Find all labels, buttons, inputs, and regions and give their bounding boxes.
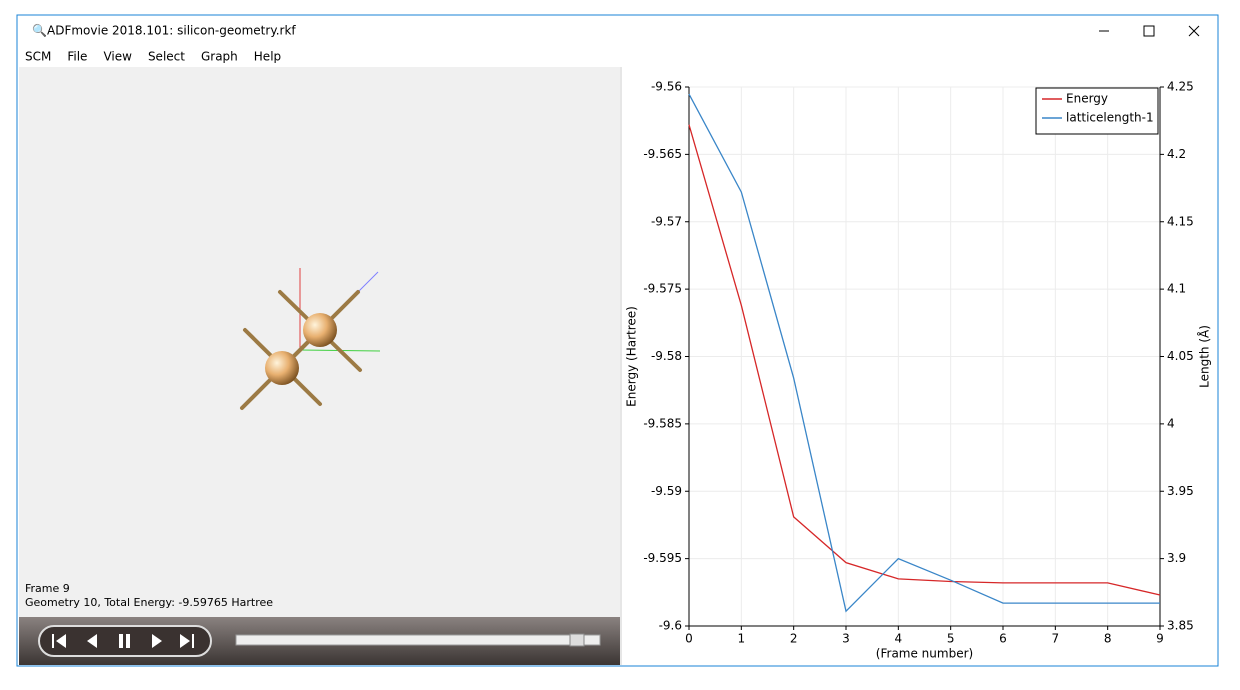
y-tick-label: -9.595 (643, 551, 682, 565)
molecule (240, 268, 381, 410)
frame-slider[interactable] (235, 634, 601, 646)
y2-tick-label: 3.95 (1167, 484, 1194, 498)
y-tick-label: -9.6 (659, 619, 682, 633)
x-tick-label: 9 (1156, 632, 1164, 646)
y-tick-label: -9.59 (651, 484, 682, 498)
y2-tick-label: 4.25 (1167, 80, 1194, 94)
series-line (688, 93, 1160, 613)
x-tick-label: 8 (1104, 632, 1112, 646)
y-tick-label: -9.575 (643, 282, 682, 296)
y2-tick-label: 3.9 (1167, 551, 1186, 565)
y-tick-label: -9.57 (651, 214, 682, 228)
y2-axis-label: Length (Å) (1197, 325, 1212, 388)
y2-tick-label: 4 (1167, 416, 1175, 430)
y-tick-label: -9.585 (643, 416, 682, 430)
x-tick-label: 5 (947, 632, 955, 646)
menu-bar: SCM File View Select Graph Help (25, 50, 281, 64)
menu-item[interactable]: Help (254, 50, 281, 64)
x-tick-label: 1 (738, 632, 746, 646)
y2-tick-label: 4.1 (1167, 282, 1186, 296)
legend-label: latticelength-1 (1066, 111, 1154, 125)
y2-tick-label: 4.2 (1167, 147, 1186, 161)
x-axis-label: (Frame number) (876, 647, 973, 661)
chart: 0 1 2 3 4 5 6 7 8 9 -9.6 -9.595 -9.59 -9.585 -9.58 -9.5… (625, 80, 1212, 661)
x-tick-label: 4 (895, 632, 903, 646)
maximize-button[interactable] (1143, 25, 1155, 37)
geometry-text: Geometry 10, Total Energy: -9.59765 Hart… (25, 596, 273, 609)
legend-label: Energy (1066, 92, 1108, 106)
x-tick-label: 6 (999, 632, 1007, 646)
menu-item[interactable]: File (67, 50, 87, 64)
y2-tick-label: 4.05 (1167, 349, 1194, 363)
x-tick-label: 7 (1052, 632, 1060, 646)
y-axis-label: Energy (Hartree) (625, 306, 639, 407)
slider-handle[interactable] (569, 633, 585, 647)
y2-tick-label: 4.15 (1167, 214, 1194, 228)
x-tick-label: 3 (842, 632, 850, 646)
series-line (688, 124, 1161, 596)
y2-tick-label: 3.85 (1167, 619, 1194, 633)
y-tick-label: -9.58 (651, 349, 682, 363)
y-tick-label: -9.56 (651, 80, 682, 94)
player-controls (38, 625, 212, 657)
pause-button[interactable] (119, 634, 130, 648)
x-tick-label: 0 (685, 632, 693, 646)
next-button[interactable] (152, 634, 162, 648)
menu-item[interactable]: Graph (201, 50, 238, 64)
previous-button[interactable] (87, 634, 97, 648)
window-title: ADFmovie 2018.101: silicon-geometry.rkf (47, 24, 296, 38)
first-frame-button[interactable] (52, 634, 66, 648)
menu-item[interactable]: SCM (25, 50, 51, 64)
last-frame-button[interactable] (180, 634, 194, 648)
legend-box (1035, 87, 1159, 135)
y-tick-label: -9.565 (643, 147, 682, 161)
menu-item[interactable]: Select (148, 50, 185, 64)
legend: Energy latticelength-1 (1035, 87, 1159, 135)
frame-text: Frame 9 (25, 582, 70, 595)
plot-frame (688, 87, 1161, 627)
menu-item[interactable]: View (103, 50, 132, 64)
app-icon: 🔍 (32, 23, 47, 38)
x-tick-label: 2 (790, 632, 798, 646)
close-button[interactable] (1188, 25, 1200, 37)
